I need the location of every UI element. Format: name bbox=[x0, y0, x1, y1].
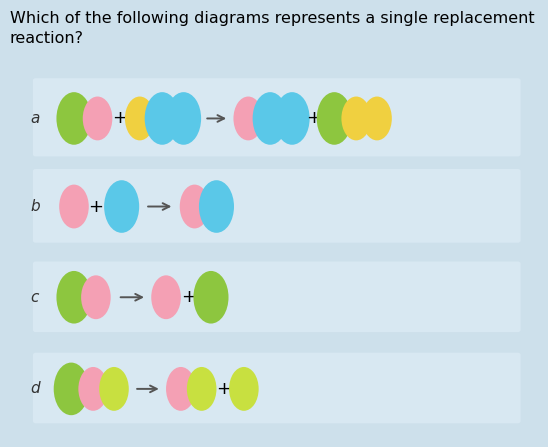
Ellipse shape bbox=[104, 180, 139, 233]
Text: +: + bbox=[112, 110, 127, 127]
Ellipse shape bbox=[362, 97, 392, 140]
FancyBboxPatch shape bbox=[33, 78, 521, 156]
Text: a: a bbox=[30, 111, 39, 126]
Ellipse shape bbox=[83, 97, 112, 140]
Ellipse shape bbox=[56, 92, 92, 145]
Ellipse shape bbox=[78, 367, 108, 411]
FancyBboxPatch shape bbox=[33, 353, 521, 423]
Text: d: d bbox=[30, 381, 40, 396]
Ellipse shape bbox=[125, 97, 155, 140]
Ellipse shape bbox=[253, 92, 288, 145]
Ellipse shape bbox=[317, 92, 352, 145]
Text: Which of the following diagrams represents a single replacement: Which of the following diagrams represen… bbox=[10, 11, 534, 26]
Ellipse shape bbox=[166, 367, 196, 411]
Text: +: + bbox=[306, 110, 321, 127]
Ellipse shape bbox=[145, 92, 180, 145]
Ellipse shape bbox=[229, 367, 259, 411]
Ellipse shape bbox=[59, 185, 89, 228]
Ellipse shape bbox=[193, 271, 229, 324]
FancyBboxPatch shape bbox=[33, 169, 521, 243]
Ellipse shape bbox=[166, 92, 201, 145]
Ellipse shape bbox=[99, 367, 129, 411]
Ellipse shape bbox=[180, 185, 209, 228]
Ellipse shape bbox=[56, 271, 92, 324]
Ellipse shape bbox=[341, 97, 371, 140]
Ellipse shape bbox=[275, 92, 310, 145]
Ellipse shape bbox=[233, 97, 263, 140]
Ellipse shape bbox=[54, 363, 89, 415]
Text: c: c bbox=[30, 290, 38, 305]
Text: +: + bbox=[88, 198, 104, 215]
Text: b: b bbox=[30, 199, 40, 214]
Ellipse shape bbox=[81, 275, 111, 319]
FancyBboxPatch shape bbox=[33, 261, 521, 332]
Text: +: + bbox=[216, 380, 231, 398]
Ellipse shape bbox=[187, 367, 216, 411]
Ellipse shape bbox=[199, 180, 234, 233]
Text: +: + bbox=[181, 288, 197, 306]
Ellipse shape bbox=[151, 275, 181, 319]
Text: reaction?: reaction? bbox=[10, 31, 84, 46]
